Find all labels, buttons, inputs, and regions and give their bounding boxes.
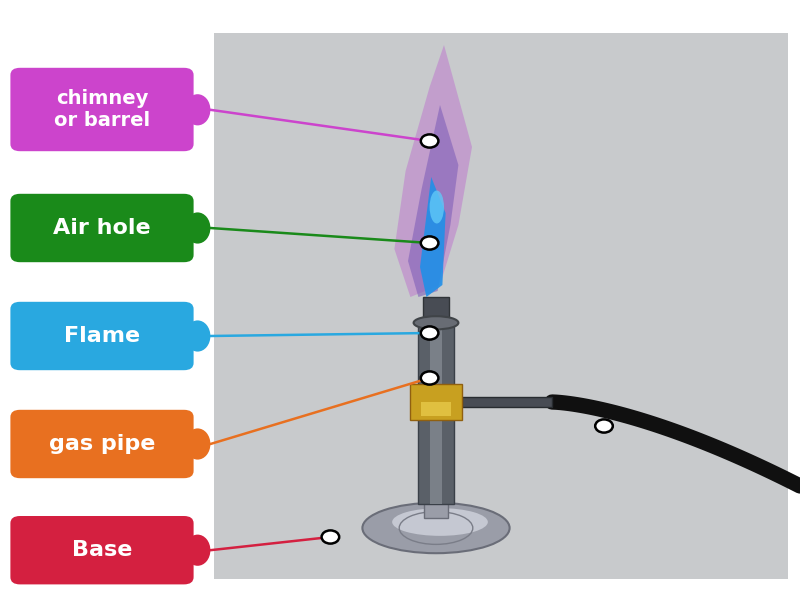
Polygon shape — [408, 105, 458, 297]
FancyBboxPatch shape — [10, 516, 194, 584]
Ellipse shape — [185, 320, 210, 352]
FancyBboxPatch shape — [10, 410, 194, 478]
FancyBboxPatch shape — [214, 33, 788, 579]
FancyBboxPatch shape — [430, 321, 442, 504]
Ellipse shape — [414, 316, 458, 329]
Circle shape — [421, 236, 438, 250]
Polygon shape — [420, 177, 446, 297]
Ellipse shape — [185, 94, 210, 125]
Text: Air hole: Air hole — [53, 218, 151, 238]
FancyBboxPatch shape — [10, 68, 194, 151]
FancyBboxPatch shape — [418, 321, 454, 504]
Circle shape — [421, 134, 438, 148]
Ellipse shape — [185, 212, 210, 244]
Text: Flame: Flame — [64, 326, 140, 346]
FancyBboxPatch shape — [424, 488, 448, 518]
Ellipse shape — [185, 535, 210, 566]
Text: gas pipe: gas pipe — [49, 434, 155, 454]
FancyBboxPatch shape — [410, 384, 462, 420]
FancyBboxPatch shape — [462, 397, 552, 407]
FancyBboxPatch shape — [10, 194, 194, 262]
FancyBboxPatch shape — [10, 302, 194, 370]
Ellipse shape — [362, 503, 510, 553]
Polygon shape — [394, 45, 472, 297]
Ellipse shape — [392, 508, 488, 536]
Ellipse shape — [185, 428, 210, 460]
Circle shape — [595, 419, 613, 433]
Text: Base: Base — [72, 540, 132, 560]
FancyBboxPatch shape — [423, 297, 449, 321]
Circle shape — [421, 371, 438, 385]
Circle shape — [421, 326, 438, 340]
Circle shape — [322, 530, 339, 544]
FancyBboxPatch shape — [421, 402, 451, 416]
Text: chimney
or barrel: chimney or barrel — [54, 89, 150, 130]
Ellipse shape — [430, 191, 444, 223]
